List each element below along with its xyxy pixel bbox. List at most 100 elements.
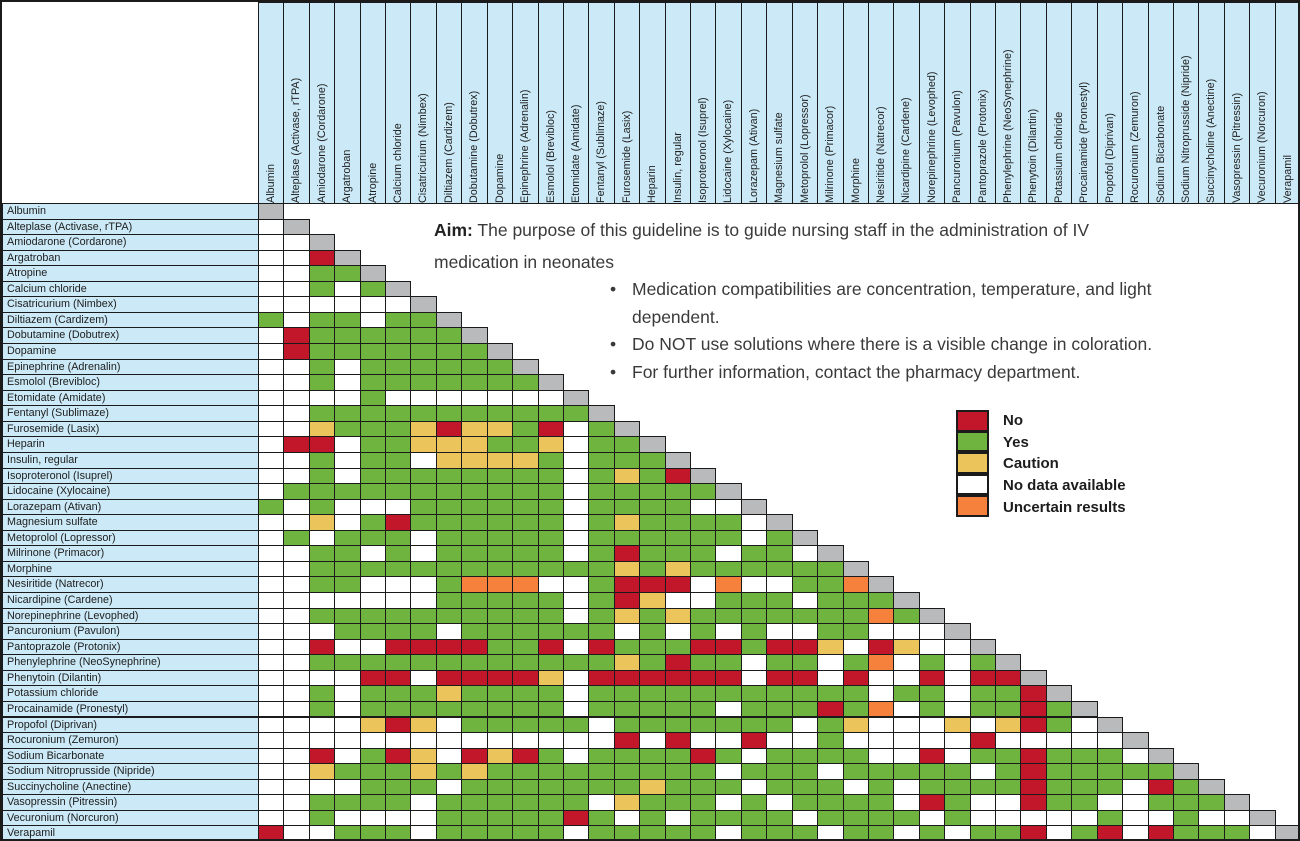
matrix-diagonal-cell xyxy=(283,218,310,236)
matrix-cell xyxy=(283,467,310,485)
matrix-cell xyxy=(283,545,310,562)
matrix-cell xyxy=(817,747,844,765)
matrix-cell xyxy=(715,732,742,749)
matrix-cell xyxy=(512,560,539,578)
column-header: Verapamil xyxy=(1274,2,1300,204)
matrix-cell xyxy=(715,514,742,531)
matrix-cell xyxy=(588,716,615,734)
matrix-diagonal-cell xyxy=(1020,669,1047,687)
matrix-cell xyxy=(283,576,310,593)
row-label-text: Esmolol (Brevibloc) xyxy=(7,376,100,389)
matrix-cell xyxy=(410,732,437,749)
matrix-cell xyxy=(385,343,412,360)
matrix-cell xyxy=(690,576,717,593)
matrix-cell xyxy=(359,654,387,671)
matrix-cell xyxy=(385,483,412,500)
matrix-cell xyxy=(435,623,463,640)
matrix-cell xyxy=(817,825,844,841)
matrix-cell xyxy=(690,716,717,734)
matrix-cell xyxy=(562,607,590,625)
row-label: Milrinone (Primacor) xyxy=(2,545,259,562)
matrix-cell xyxy=(1071,716,1098,734)
column-header: Nesiritide (Natrecor) xyxy=(867,2,895,204)
matrix-cell xyxy=(562,576,590,593)
row-label-text: Dobutamine (Dobutrex) xyxy=(7,329,120,342)
matrix-cell xyxy=(918,794,946,811)
column-header-label: Isoproteronol (Isuprel) xyxy=(697,97,710,203)
matrix-cell xyxy=(613,483,641,500)
matrix-cell xyxy=(537,389,564,407)
matrix-cell xyxy=(308,249,336,267)
matrix-cell xyxy=(969,716,997,734)
column-header-label: Argatroban xyxy=(341,149,354,203)
matrix-cell xyxy=(385,607,412,625)
matrix-cell xyxy=(562,669,590,687)
matrix-cell xyxy=(308,763,336,780)
matrix-cell xyxy=(1198,794,1225,811)
matrix-cell xyxy=(893,685,920,702)
matrix-cell xyxy=(435,467,463,485)
matrix-cell xyxy=(308,405,336,422)
column-header: Pantoprazole (Protonix) xyxy=(969,2,997,204)
matrix-cell xyxy=(385,514,412,531)
column-header-label: Esmolol (Brevibloc) xyxy=(544,110,557,203)
column-header: Epinephrine (Adrenalin) xyxy=(512,2,539,204)
matrix-cell xyxy=(1172,809,1200,827)
matrix-cell xyxy=(1096,763,1124,780)
row-label: Phenylephrine (NeoSynephrine) xyxy=(2,654,259,671)
matrix-cell xyxy=(791,623,819,640)
matrix-cell xyxy=(766,576,793,593)
matrix-diagonal-cell xyxy=(562,389,590,407)
matrix-cell xyxy=(410,467,437,485)
matrix-cell xyxy=(944,654,971,671)
matrix-cell xyxy=(537,545,564,562)
matrix-cell xyxy=(334,529,361,547)
matrix-cell xyxy=(410,451,437,469)
row-label: Alteplase (Activase, rTPA) xyxy=(2,218,259,236)
matrix-cell xyxy=(664,794,692,811)
matrix-cell xyxy=(258,778,285,796)
matrix-cell xyxy=(258,467,285,485)
matrix-cell xyxy=(867,716,895,734)
column-header: Vasopressin (Pitressin) xyxy=(1223,2,1251,204)
column-header: Potassium chloride xyxy=(1045,2,1073,204)
matrix-diagonal-cell xyxy=(715,483,742,500)
matrix-cell xyxy=(664,685,692,702)
matrix-cell xyxy=(334,747,361,765)
matrix-cell xyxy=(435,514,463,531)
matrix-cell xyxy=(690,685,717,702)
row-label-text: Rocuronium (Zemuron) xyxy=(7,734,119,747)
matrix-cell xyxy=(766,778,793,796)
matrix-cell xyxy=(435,374,463,391)
matrix-cell xyxy=(410,483,437,500)
matrix-cell xyxy=(435,545,463,562)
matrix-cell xyxy=(588,420,615,438)
matrix-cell xyxy=(1122,747,1149,765)
matrix-cell xyxy=(359,778,387,796)
matrix-cell xyxy=(334,716,361,734)
matrix-cell xyxy=(918,669,946,687)
matrix-cell xyxy=(893,669,920,687)
matrix-cell xyxy=(283,607,310,625)
matrix-cell xyxy=(791,778,819,796)
matrix-cell xyxy=(308,576,336,593)
matrix-cell xyxy=(766,545,793,562)
row-label-text: Insulin, regular xyxy=(7,453,78,466)
matrix-cell xyxy=(486,732,514,749)
matrix-cell xyxy=(639,809,666,827)
matrix-cell xyxy=(334,296,361,313)
matrix-cell xyxy=(639,607,666,625)
matrix-cell xyxy=(1096,825,1124,841)
matrix-cell xyxy=(1071,732,1098,749)
matrix-cell xyxy=(639,794,666,811)
matrix-cell xyxy=(512,483,539,500)
matrix-cell xyxy=(410,436,437,453)
legend-row: No data available xyxy=(956,473,1126,497)
matrix-cell xyxy=(588,436,615,453)
matrix-cell xyxy=(588,483,615,500)
matrix-cell xyxy=(1045,763,1073,780)
row-label: Sodium Bicarbonate xyxy=(2,747,259,765)
note-item: Medication compatibilities are concentra… xyxy=(608,276,1208,331)
matrix-cell xyxy=(944,638,971,656)
matrix-cell xyxy=(410,405,437,422)
